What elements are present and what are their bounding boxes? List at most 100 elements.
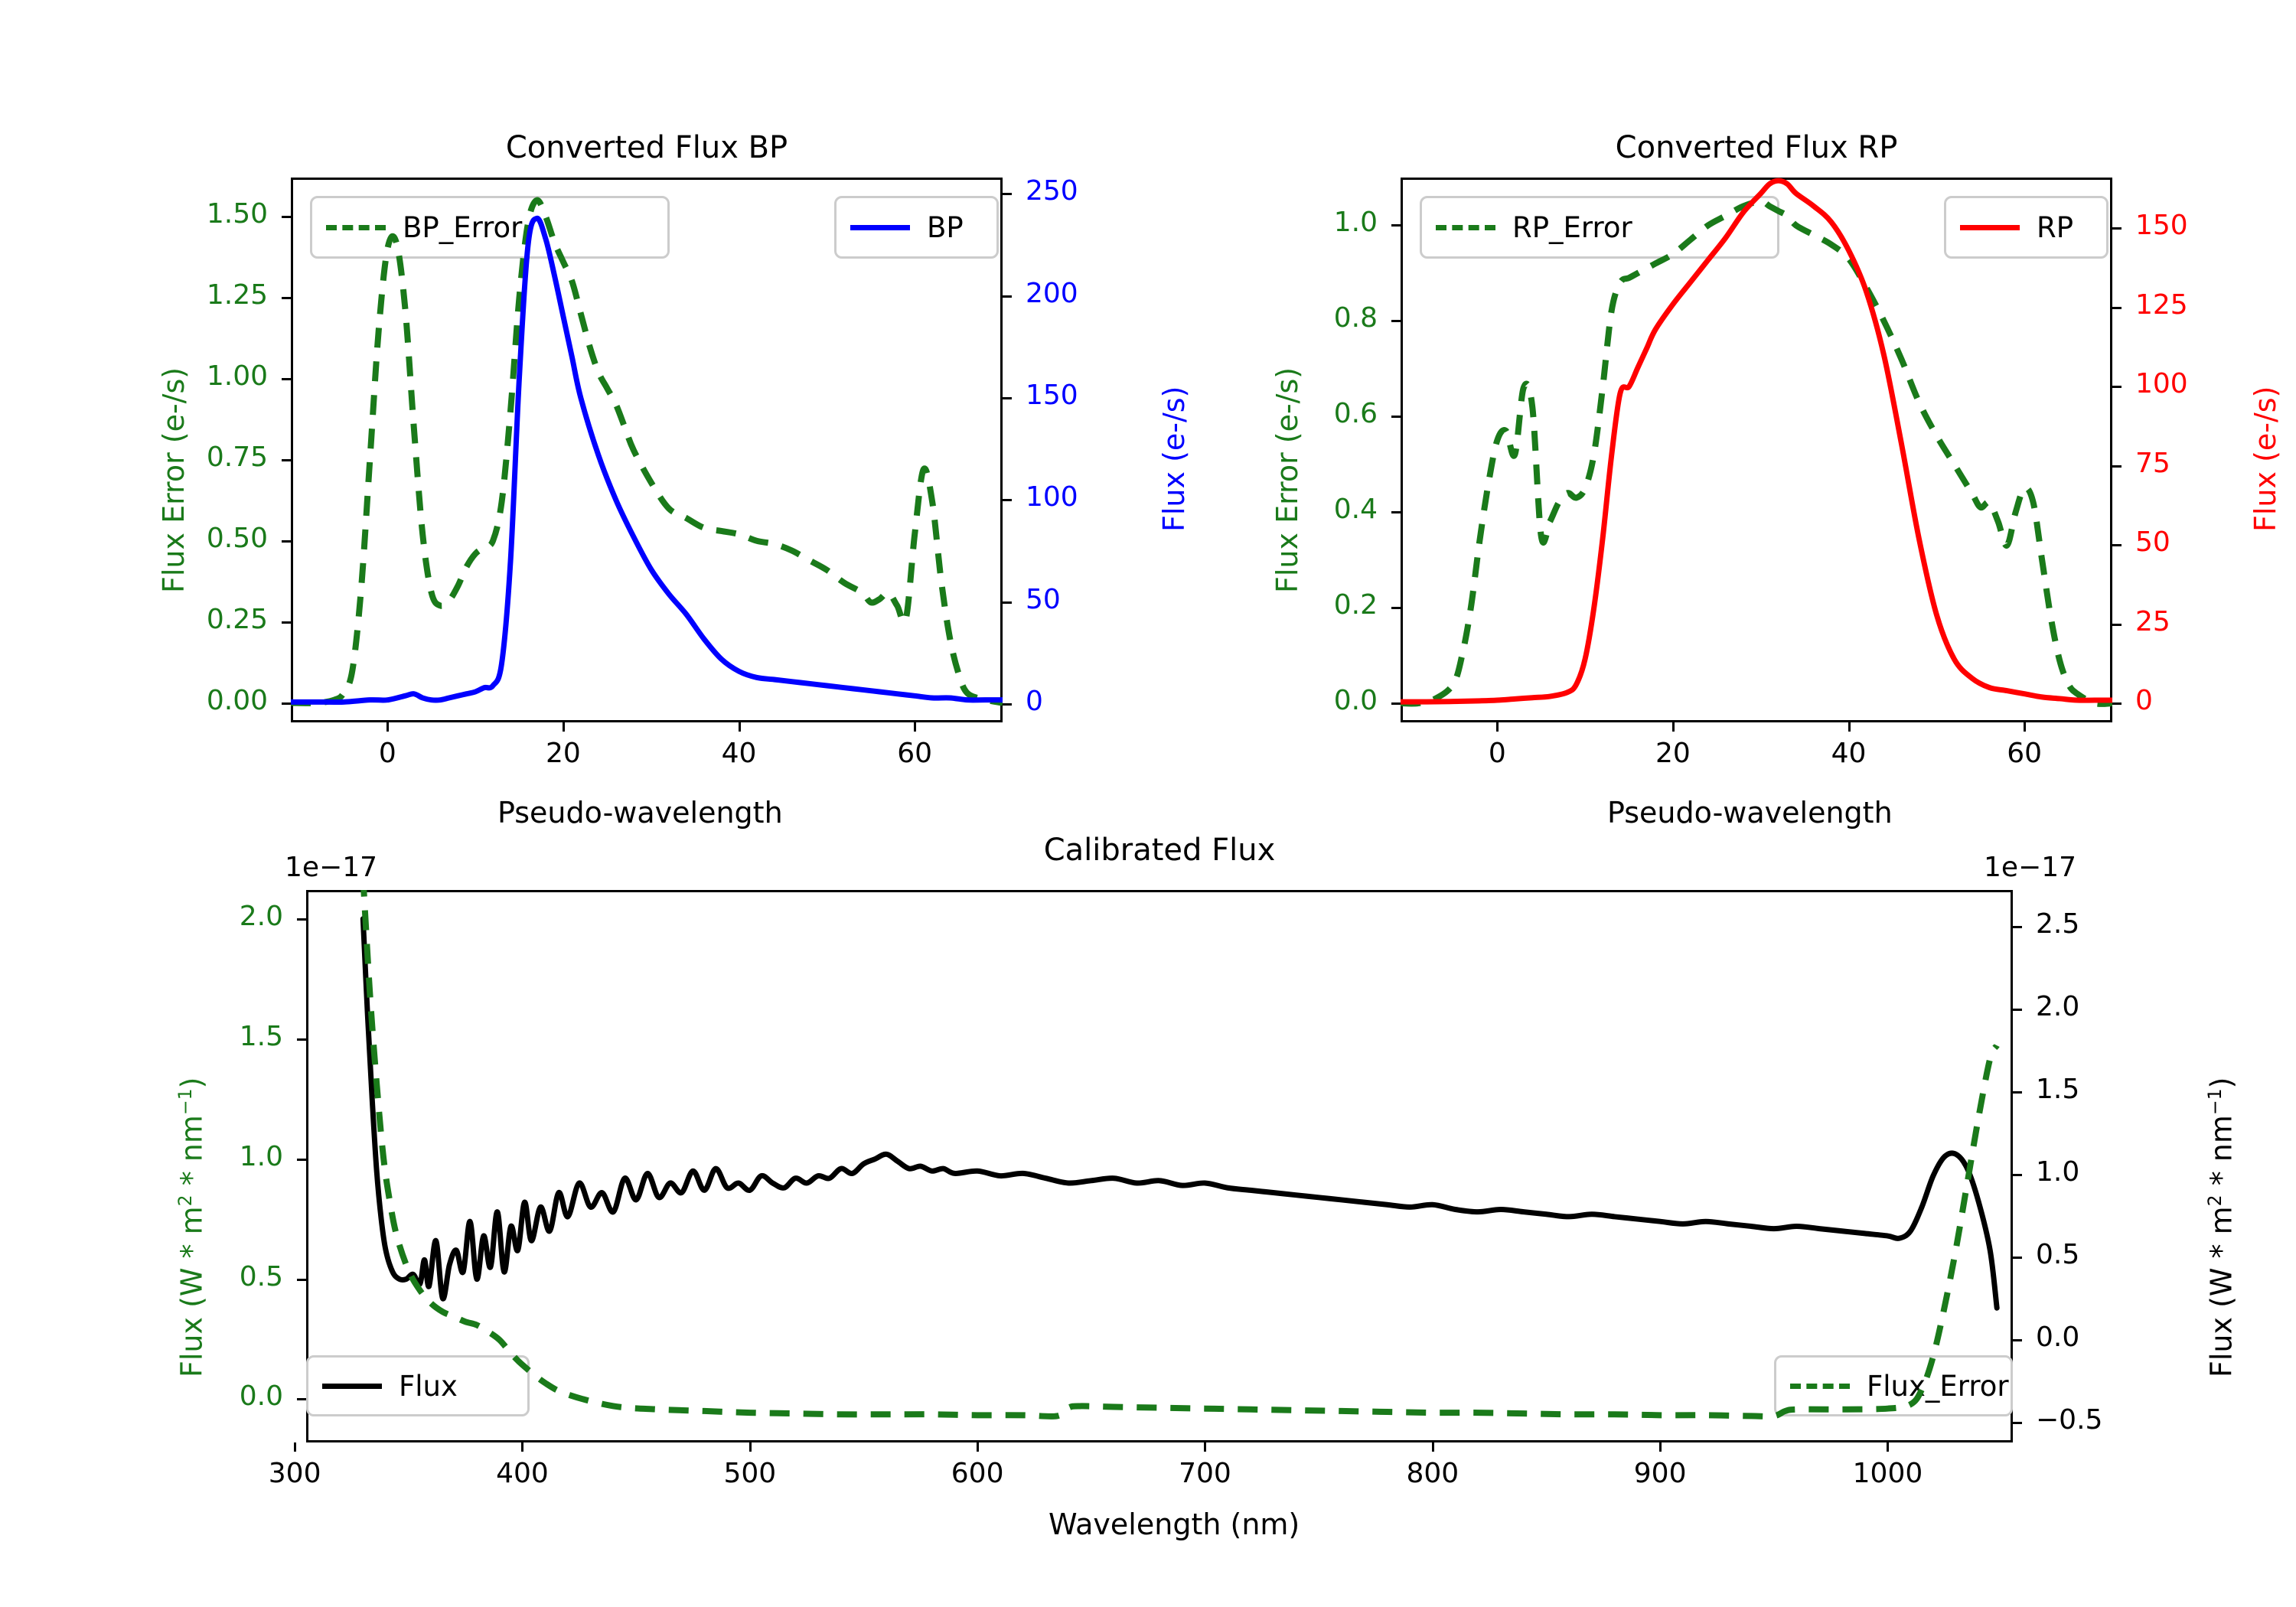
bp-ytickmark-right <box>1003 193 1012 196</box>
cal-curve-flux <box>360 916 2000 1311</box>
cal-xtickmark <box>977 1442 980 1452</box>
bp-ytickmark-left <box>282 702 291 705</box>
rp-legend-flux[interactable]: RP <box>1944 196 2108 259</box>
cal-ytick-label-right: 0.5 <box>2036 1238 2080 1270</box>
cal-ytick-label-left: 1.0 <box>239 1140 283 1172</box>
rp-ytickmark-left <box>1391 511 1401 514</box>
bp-ytickmark-left <box>282 377 291 380</box>
bp-ytickmark-right <box>1003 499 1012 502</box>
cal-offset-left: 1e−17 <box>285 852 378 883</box>
bp-curve-bp_error <box>291 197 1003 706</box>
cal-ytick-label-left: 0.0 <box>239 1380 283 1413</box>
rp-title: Converted Flux RP <box>1615 130 1898 165</box>
bp-legend-error-label: BP_Error <box>403 210 523 244</box>
cal-xtickmark <box>1659 1442 1662 1452</box>
rp-ytick-label-left: 0.2 <box>1333 589 1378 621</box>
rp-ytickmark-right <box>2112 623 2122 626</box>
cal-curve-flux_error <box>360 890 2000 1420</box>
cal-ytickmark-right <box>2013 1422 2022 1425</box>
cal-title: Calibrated Flux <box>1043 833 1276 868</box>
rp-curve-rp <box>1401 178 2112 705</box>
bp-ytickmark-left <box>282 458 291 461</box>
cal-xtick-label: 1000 <box>1852 1458 1923 1489</box>
rp-ytickmark-left <box>1391 416 1401 419</box>
bp-ytick-label-right: 100 <box>1026 481 1078 513</box>
bp-ytick-label-left: 0.75 <box>206 441 268 473</box>
rp-ytick-label-right: 75 <box>2135 447 2170 479</box>
cal-xtick-label: 500 <box>723 1458 777 1489</box>
rp-xtickmark <box>1496 722 1499 732</box>
cal-ytick-label-right: 1.0 <box>2036 1156 2080 1188</box>
bp-ytick-label-left: 1.00 <box>206 360 268 392</box>
bp-ytickmark-left <box>282 296 291 299</box>
bp-ytick-label-right: 250 <box>1026 175 1078 207</box>
cal-xlabel: Wavelength (nm) <box>1049 1508 1300 1541</box>
rp-ytickmark-right <box>2112 227 2122 230</box>
cal-ytick-label-right: 1.5 <box>2036 1073 2080 1105</box>
rp-flux-swatch-icon <box>1960 224 2020 230</box>
cal-ytickmark-left <box>297 1278 306 1281</box>
rp-ytickmark-left <box>1391 224 1401 227</box>
rp-ytick-label-left: 0.4 <box>1333 494 1378 526</box>
bp-xtickmark <box>562 722 565 732</box>
bp-curve-bp <box>291 215 1003 706</box>
bp-ytick-label-left: 0.25 <box>206 603 268 635</box>
bp-xtickmark <box>914 722 917 732</box>
bp-legend-flux-label: BP <box>927 210 964 244</box>
cal-xtickmark <box>294 1442 297 1452</box>
cal-xtickmark <box>1204 1442 1207 1452</box>
bp-xtick-label: 40 <box>721 738 757 769</box>
rp-ytick-label-left: 0.6 <box>1333 398 1378 430</box>
cal-xtick-label: 300 <box>268 1458 321 1489</box>
bp-plot-area <box>291 178 1003 722</box>
cal-flux-swatch-icon <box>322 1383 382 1389</box>
cal-legend-flux-error-label: Flux_Error <box>1867 1369 2009 1403</box>
cal-ytickmark-left <box>297 918 306 921</box>
cal-xtick-label: 700 <box>1179 1458 1231 1489</box>
rp-curve-rp_error <box>1401 198 2112 707</box>
cal-ytick-label-right: 0.0 <box>2036 1321 2080 1353</box>
cal-ytickmark-left <box>297 1158 306 1161</box>
bp-ytickmark-left <box>282 215 291 218</box>
rp-xlabel: Pseudo-wavelength <box>1607 796 1893 830</box>
rp-xtick-label: 60 <box>2007 738 2043 769</box>
bp-ytick-label-right: 0 <box>1026 686 1043 717</box>
cal-ytick-label-right: −0.5 <box>2036 1404 2103 1436</box>
bp-ytick-label-left: 0.50 <box>206 522 268 554</box>
rp-xtick-label: 40 <box>1831 738 1867 769</box>
cal-ytickmark-left <box>297 1038 306 1041</box>
cal-ytickmark-right <box>2013 1338 2022 1341</box>
bp-ytick-label-right: 50 <box>1026 583 1061 615</box>
cal-flux-error-swatch-icon <box>1790 1383 1850 1389</box>
rp-ytick-label-left: 1.0 <box>1333 207 1378 239</box>
rp-ytickmark-right <box>2112 306 2122 309</box>
bp-ytick-label-right: 200 <box>1026 277 1078 309</box>
bp-ytick-label-left: 0.00 <box>206 684 268 716</box>
rp-ytickmark-right <box>2112 544 2122 547</box>
bp-legend-flux[interactable]: BP <box>834 196 999 259</box>
cal-xtick-label: 800 <box>1406 1458 1459 1489</box>
cal-legend-flux[interactable]: Flux <box>306 1355 530 1416</box>
cal-xtick-label: 600 <box>951 1458 1004 1489</box>
bp-ytickmark-right <box>1003 295 1012 298</box>
rp-legend-flux-label: RP <box>2037 210 2074 244</box>
cal-legend-flux-label: Flux <box>399 1369 458 1403</box>
bp-flux-swatch-icon <box>850 224 910 230</box>
cal-xtick-label: 900 <box>1633 1458 1687 1489</box>
cal-ytickmark-left <box>297 1398 306 1401</box>
rp-plot-area <box>1401 178 2112 722</box>
rp-ytickmark-right <box>2112 702 2122 706</box>
bp-legend-error[interactable]: BP_Error <box>310 196 670 259</box>
bp-error-swatch-icon <box>326 224 386 230</box>
bp-ytick-label-left: 1.25 <box>206 279 268 311</box>
rp-xtickmark <box>1671 722 1675 732</box>
bp-ytickmark-left <box>282 621 291 624</box>
bp-ytickmark-right <box>1003 601 1012 604</box>
bp-ytick-label-right: 150 <box>1026 380 1078 411</box>
rp-xtickmark <box>2024 722 2027 732</box>
cal-ytickmark-right <box>2013 925 2022 928</box>
cal-ytick-label-left: 2.0 <box>239 900 283 932</box>
cal-xtickmark <box>1887 1442 1890 1452</box>
